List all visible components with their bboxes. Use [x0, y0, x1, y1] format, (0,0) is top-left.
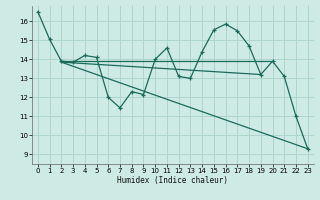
X-axis label: Humidex (Indice chaleur): Humidex (Indice chaleur)	[117, 176, 228, 185]
